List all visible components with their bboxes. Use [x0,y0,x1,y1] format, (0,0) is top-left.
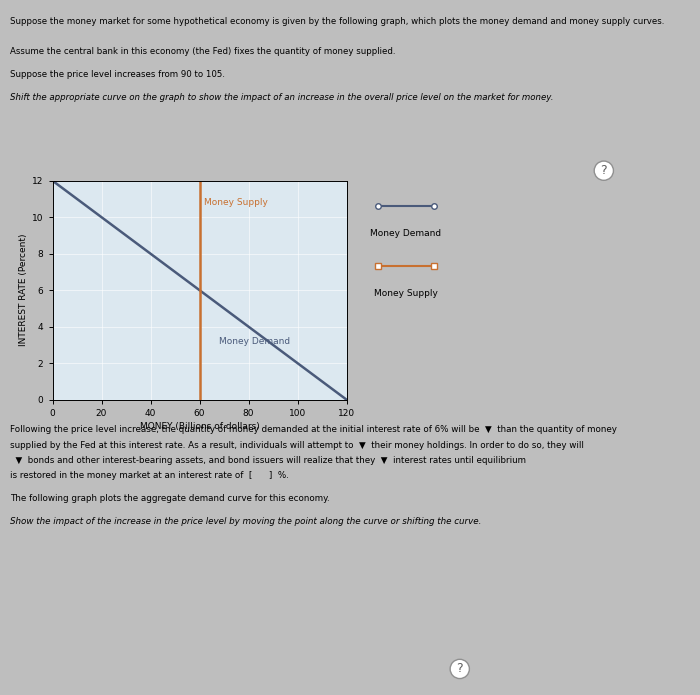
Text: ▼  bonds and other interest-bearing assets, and bond issuers will realize that t: ▼ bonds and other interest-bearing asset… [10,456,526,465]
Text: Following the price level increase, the quantity of money demanded at the initia: Following the price level increase, the … [10,425,617,434]
Text: Money Demand: Money Demand [219,337,290,345]
Text: Shift the appropriate curve on the graph to show the impact of an increase in th: Shift the appropriate curve on the graph… [10,93,554,102]
Text: Assume the central bank in this economy (the Fed) fixes the quantity of money su: Assume the central bank in this economy … [10,47,396,56]
Y-axis label: INTEREST RATE (Percent): INTEREST RATE (Percent) [19,234,28,346]
Text: The following graph plots the aggregate demand curve for this economy.: The following graph plots the aggregate … [10,494,330,503]
Text: Money Supply: Money Supply [204,198,268,207]
Text: is restored in the money market at an interest rate of  [      ]  %.: is restored in the money market at an in… [10,471,289,480]
Text: Suppose the price level increases from 90 to 105.: Suppose the price level increases from 9… [10,70,225,79]
Text: ?: ? [601,164,607,177]
Text: Money Demand: Money Demand [370,229,442,238]
Text: supplied by the Fed at this interest rate. As a result, individuals will attempt: supplied by the Fed at this interest rat… [10,441,584,450]
Text: Money Supply: Money Supply [374,289,438,298]
X-axis label: MONEY (Billions of dollars): MONEY (Billions of dollars) [139,422,260,431]
Text: Show the impact of the increase in the price level by moving the point along the: Show the impact of the increase in the p… [10,517,482,526]
Text: Suppose the money market for some hypothetical economy is given by the following: Suppose the money market for some hypoth… [10,17,665,26]
Text: ?: ? [456,662,463,676]
